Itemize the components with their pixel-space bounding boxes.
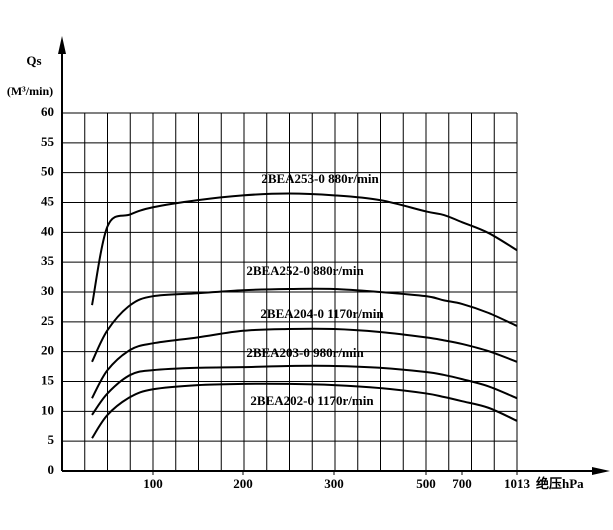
curve-label: 2BEA253-0 880r/min xyxy=(261,171,379,186)
curve xyxy=(91,382,518,439)
curve-label: 2BEA204-0 1170r/min xyxy=(260,306,384,321)
y-tick-label: 60 xyxy=(41,104,54,119)
y-tick-label: 25 xyxy=(41,313,55,328)
curve xyxy=(91,327,518,399)
x-tick-label: 700 xyxy=(452,476,472,491)
x-tick-label: 500 xyxy=(416,476,436,491)
curve xyxy=(91,192,518,306)
y-tick-label: 20 xyxy=(41,343,54,358)
y-tick-label: 45 xyxy=(41,193,55,208)
curve-label: 2BEA202-0 1170r/min xyxy=(250,393,374,408)
y-tick-label: 15 xyxy=(41,372,55,387)
curve-label: 2BEA252-0 880r/min xyxy=(246,263,364,278)
x-tick-label: 300 xyxy=(324,476,344,491)
y-axis-unit: (M³/min) xyxy=(7,84,53,98)
y-axis-label: Qs xyxy=(26,53,41,68)
x-axis-arrow xyxy=(592,467,610,475)
y-tick-label: 35 xyxy=(41,253,55,268)
x-axis-label: 绝压hPa xyxy=(536,476,584,491)
y-tick-label: 55 xyxy=(41,134,55,149)
curve xyxy=(91,364,518,416)
y-tick-label: 5 xyxy=(48,432,55,447)
y-tick-label: 30 xyxy=(41,283,54,298)
y-tick-label: 50 xyxy=(41,164,54,179)
curve-label: 2BEA203-0 980r/min xyxy=(246,345,364,360)
x-tick-label: 100 xyxy=(143,476,163,491)
x-tick-label: 200 xyxy=(233,476,253,491)
y-tick-label: 0 xyxy=(48,462,55,477)
y-axis-arrow xyxy=(58,36,66,54)
x-tick-label: 1013 xyxy=(504,476,531,491)
curve xyxy=(91,287,518,363)
y-tick-label: 40 xyxy=(41,223,54,238)
y-tick-label: 10 xyxy=(41,402,54,417)
